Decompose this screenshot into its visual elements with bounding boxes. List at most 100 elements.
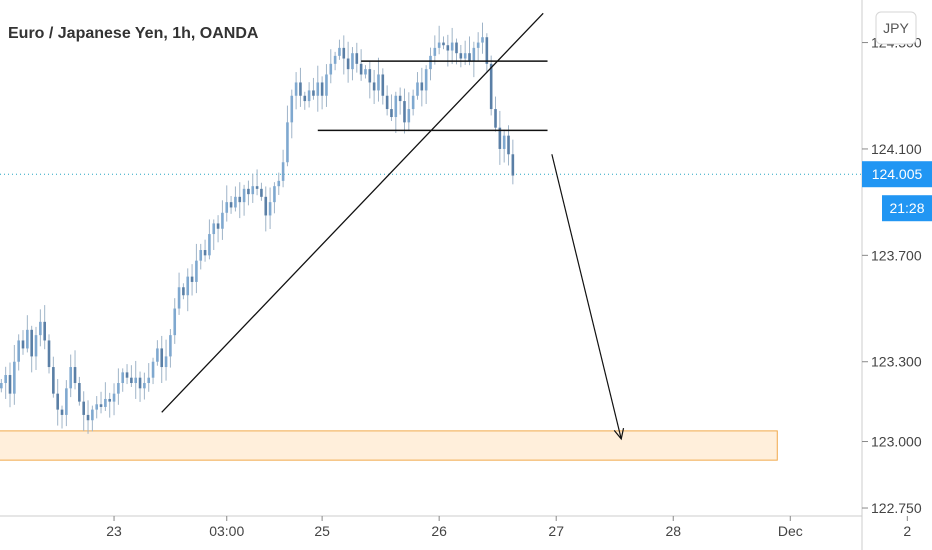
- candle[interactable]: [138, 371, 142, 402]
- candle[interactable]: [47, 334, 51, 374]
- candle[interactable]: [268, 187, 272, 230]
- candle[interactable]: [169, 329, 172, 368]
- candle[interactable]: [511, 139, 515, 185]
- candle[interactable]: [8, 362, 12, 408]
- candle[interactable]: [242, 184, 246, 216]
- candle[interactable]: [17, 334, 20, 371]
- candle[interactable]: [108, 392, 112, 418]
- candle[interactable]: [56, 379, 59, 426]
- candle[interactable]: [364, 65, 367, 79]
- candle[interactable]: [147, 363, 151, 392]
- candle[interactable]: [390, 94, 393, 122]
- candle[interactable]: [346, 41, 350, 83]
- candle[interactable]: [112, 383, 116, 416]
- candle[interactable]: [316, 65, 320, 112]
- candle[interactable]: [177, 272, 181, 315]
- candle[interactable]: [82, 391, 85, 431]
- candle[interactable]: [433, 35, 437, 65]
- candle[interactable]: [281, 149, 285, 188]
- candle[interactable]: [416, 72, 419, 100]
- candle[interactable]: [442, 36, 445, 50]
- candle[interactable]: [73, 350, 77, 390]
- candle[interactable]: [78, 376, 81, 406]
- candle[interactable]: [424, 65, 428, 104]
- candle[interactable]: [225, 185, 229, 222]
- candle[interactable]: [13, 344, 16, 405]
- candle[interactable]: [86, 400, 90, 434]
- candle[interactable]: [0, 379, 3, 393]
- time-axis[interactable]: 23 03:00 25 26 27 28 Dec 2: [106, 516, 911, 539]
- candle[interactable]: [104, 382, 107, 411]
- candle[interactable]: [182, 283, 185, 300]
- candle[interactable]: [130, 365, 133, 387]
- candle[interactable]: [121, 368, 125, 392]
- candle[interactable]: [333, 51, 337, 71]
- candle[interactable]: [156, 340, 159, 366]
- price-axis[interactable]: 124.500124.100123.700123.300123.000122.7…: [862, 35, 922, 516]
- candle[interactable]: [372, 69, 376, 104]
- candle[interactable]: [485, 33, 489, 73]
- candle[interactable]: [164, 339, 168, 381]
- candle[interactable]: [507, 125, 510, 166]
- candle[interactable]: [186, 268, 190, 312]
- candle[interactable]: [151, 357, 155, 385]
- candle[interactable]: [65, 380, 68, 427]
- candle[interactable]: [368, 60, 372, 99]
- candle[interactable]: [39, 309, 42, 347]
- candle[interactable]: [398, 87, 402, 115]
- candle[interactable]: [273, 182, 276, 214]
- candle[interactable]: [468, 36, 471, 66]
- candle[interactable]: [325, 64, 328, 107]
- candle[interactable]: [21, 330, 25, 355]
- candle[interactable]: [99, 391, 103, 414]
- candle[interactable]: [95, 396, 99, 419]
- candle[interactable]: [403, 88, 406, 134]
- candle[interactable]: [125, 364, 129, 385]
- candle[interactable]: [255, 169, 259, 196]
- candle[interactable]: [234, 186, 237, 212]
- candle[interactable]: [221, 200, 224, 240]
- candle[interactable]: [43, 305, 46, 350]
- candle[interactable]: [338, 39, 341, 60]
- candle[interactable]: [481, 22, 484, 54]
- candle[interactable]: [52, 356, 55, 398]
- candle[interactable]: [160, 335, 164, 384]
- candle[interactable]: [381, 68, 385, 105]
- candle[interactable]: [4, 366, 7, 399]
- candle[interactable]: [355, 42, 359, 73]
- candle[interactable]: [394, 91, 398, 133]
- candle[interactable]: [216, 215, 220, 243]
- candle[interactable]: [260, 182, 263, 201]
- support-zone[interactable]: [0, 430, 778, 461]
- candle[interactable]: [199, 243, 203, 270]
- candle[interactable]: [117, 368, 120, 405]
- candle[interactable]: [294, 72, 298, 110]
- candle[interactable]: [342, 35, 346, 75]
- ascending-trendline[interactable]: [161, 12, 544, 413]
- candle[interactable]: [290, 89, 294, 139]
- candle[interactable]: [312, 77, 315, 100]
- candle[interactable]: [229, 196, 233, 214]
- candle[interactable]: [203, 239, 207, 262]
- candle[interactable]: [277, 172, 281, 195]
- candle[interactable]: [238, 182, 242, 219]
- candle[interactable]: [60, 405, 64, 429]
- candle[interactable]: [173, 298, 177, 344]
- candle[interactable]: [303, 91, 307, 110]
- candle[interactable]: [91, 405, 94, 432]
- candle[interactable]: [307, 82, 311, 108]
- candle[interactable]: [385, 85, 389, 116]
- candle[interactable]: [212, 219, 216, 251]
- candle[interactable]: [359, 49, 363, 81]
- candle[interactable]: [476, 32, 480, 62]
- candle[interactable]: [420, 67, 424, 107]
- candle[interactable]: [329, 49, 333, 84]
- candle[interactable]: [208, 219, 211, 260]
- candle[interactable]: [30, 325, 33, 373]
- candle[interactable]: [437, 25, 441, 55]
- candle[interactable]: [264, 186, 268, 232]
- candle[interactable]: [459, 44, 463, 68]
- candle[interactable]: [69, 354, 72, 398]
